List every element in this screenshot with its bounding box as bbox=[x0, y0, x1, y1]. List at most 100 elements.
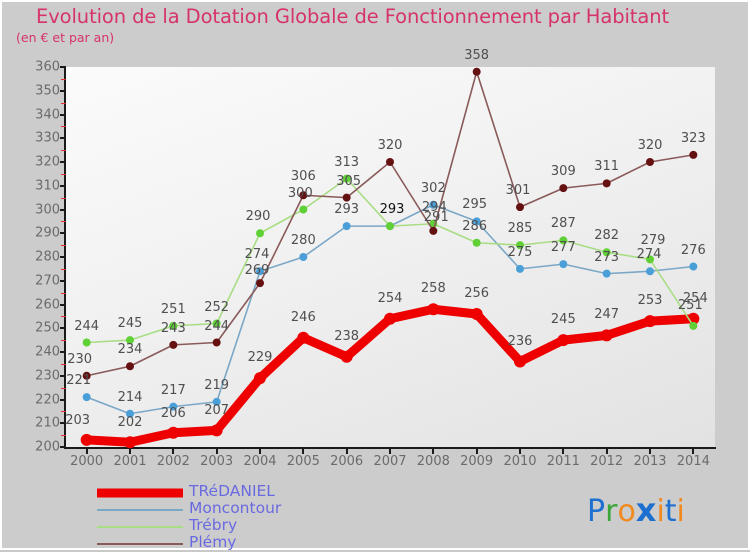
point-label: 294 bbox=[421, 199, 447, 215]
y-tick-mark bbox=[60, 303, 66, 306]
point-label: 276 bbox=[680, 242, 706, 258]
x-tick-label: 2006 bbox=[330, 454, 364, 469]
point-label: 245 bbox=[550, 312, 576, 328]
point-label: 258 bbox=[420, 281, 446, 297]
point-label: 291 bbox=[423, 209, 449, 225]
x-tick-label: 2008 bbox=[416, 454, 450, 469]
point-label: 302 bbox=[420, 180, 446, 196]
y-tick-minor-mark bbox=[61, 197, 66, 199]
x-tick-mark bbox=[259, 449, 261, 454]
logo-letter: i bbox=[656, 494, 665, 529]
y-tick-minor-mark bbox=[61, 268, 66, 270]
proxiti-logo[interactable]: Proxiti bbox=[587, 491, 685, 529]
legend-label: TRéDANIEL bbox=[189, 482, 275, 500]
y-tick-mark bbox=[60, 256, 66, 258]
y-tick-label: 260 bbox=[35, 297, 60, 312]
x-tick-label: 2014 bbox=[676, 454, 710, 469]
legend-swatch bbox=[97, 542, 183, 545]
point-label: 313 bbox=[334, 154, 360, 170]
x-tick-mark bbox=[85, 449, 88, 454]
y-tick-label: 270 bbox=[35, 273, 60, 289]
page-title: Evolution de la Dotation Globale de Fonc… bbox=[36, 5, 670, 28]
y-tick-mark bbox=[60, 327, 66, 330]
point-label: 285 bbox=[507, 221, 533, 237]
y-tick-label: 250 bbox=[35, 320, 60, 336]
point-label: 206 bbox=[160, 405, 186, 421]
y-tick-label: 280 bbox=[35, 249, 60, 265]
y-tick-label: 360 bbox=[35, 59, 60, 75]
y-tick-mark bbox=[60, 398, 66, 401]
point-label: 290 bbox=[245, 209, 271, 225]
point-label: 244 bbox=[204, 318, 230, 334]
point-label: 238 bbox=[334, 328, 360, 344]
legend-item[interactable]: Plémy bbox=[97, 533, 387, 552]
x-tick-mark bbox=[129, 449, 131, 454]
logo-letter: P bbox=[587, 494, 606, 529]
point-label: 305 bbox=[336, 173, 362, 189]
y-tick-minor-mark bbox=[61, 173, 66, 175]
x-tick-label: 2001 bbox=[113, 454, 147, 469]
y-tick-mark bbox=[60, 232, 66, 235]
y-tick-minor-mark bbox=[61, 316, 66, 318]
legend-swatch bbox=[97, 525, 183, 528]
legend-swatch bbox=[97, 488, 183, 497]
y-tick-label: 350 bbox=[35, 83, 60, 99]
y-tick-mark bbox=[60, 279, 66, 282]
point-label: 230 bbox=[67, 351, 93, 367]
y-tick-label: 340 bbox=[35, 107, 60, 122]
point-label: 247 bbox=[594, 307, 620, 323]
y-tick-minor-mark bbox=[61, 78, 66, 80]
y-tick-mark bbox=[60, 422, 66, 425]
point-label: 320 bbox=[637, 138, 663, 153]
legend-item[interactable]: Trébry bbox=[97, 516, 387, 535]
point-label: 229 bbox=[247, 350, 273, 366]
x-tick-label: 2004 bbox=[243, 454, 277, 469]
legend-label: Moncontour bbox=[189, 499, 282, 517]
point-label: 306 bbox=[290, 169, 316, 185]
point-label: 277 bbox=[550, 240, 576, 256]
legend: TRéDANIEL Moncontour Trébry Plémy bbox=[97, 482, 387, 552]
point-label: 286 bbox=[462, 218, 488, 234]
point-label: 274 bbox=[636, 247, 662, 263]
x-axis-line bbox=[64, 447, 716, 449]
y-tick-minor-mark bbox=[61, 150, 66, 152]
point-label: 309 bbox=[550, 164, 576, 180]
point-label: 295 bbox=[462, 197, 488, 213]
point-label: 254 bbox=[377, 290, 403, 306]
legend-item[interactable]: TRéDANIEL bbox=[97, 482, 387, 501]
point-label: 256 bbox=[464, 286, 490, 301]
point-label: 251 bbox=[160, 301, 186, 317]
y-tick-minor-mark bbox=[61, 411, 66, 413]
x-tick-label: 2007 bbox=[373, 454, 407, 469]
point-label: 320 bbox=[377, 138, 403, 153]
y-tick-minor-mark bbox=[61, 292, 66, 294]
x-tick-mark bbox=[692, 449, 695, 454]
y-tick-mark bbox=[60, 113, 66, 116]
y-tick-mark bbox=[60, 208, 66, 211]
x-tick-mark bbox=[215, 449, 218, 454]
point-label: 217 bbox=[160, 382, 186, 398]
x-tick-mark bbox=[649, 449, 651, 454]
y-tick-label: 240 bbox=[35, 344, 60, 360]
y-tick-mark bbox=[60, 184, 66, 187]
logo-letter: i bbox=[676, 494, 685, 529]
y-tick-mark bbox=[60, 89, 66, 92]
x-tick-label: 2011 bbox=[546, 454, 580, 469]
y-tick-mark bbox=[60, 161, 66, 163]
logo-letter: r bbox=[605, 494, 618, 529]
y-tick-label: 200 bbox=[35, 439, 60, 455]
x-tick-mark bbox=[519, 449, 521, 454]
point-label: 234 bbox=[117, 342, 143, 358]
point-label: 275 bbox=[507, 244, 533, 260]
legend-item[interactable]: Moncontour bbox=[97, 499, 387, 518]
legend-label: Trébry bbox=[189, 516, 238, 534]
y-tick-mark bbox=[60, 137, 66, 140]
y-tick-minor-mark bbox=[61, 221, 66, 223]
x-tick-label: 2009 bbox=[460, 454, 494, 469]
point-label: 287 bbox=[550, 216, 576, 232]
point-label: 323 bbox=[680, 130, 706, 146]
y-tick-label: 210 bbox=[35, 415, 60, 431]
y-tick-label: 290 bbox=[35, 225, 60, 241]
point-label: 214 bbox=[117, 389, 143, 405]
